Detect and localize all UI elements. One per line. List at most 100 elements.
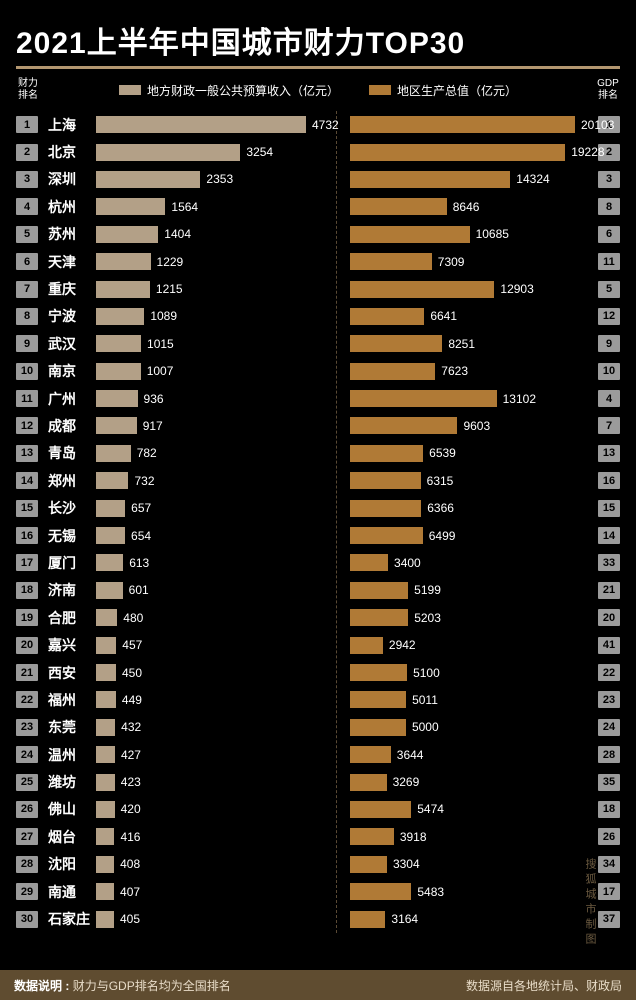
revenue-bar: 4732 [96,116,306,133]
revenue-value: 1229 [157,255,184,269]
revenue-bar: 420 [96,801,115,818]
revenue-value: 601 [129,583,149,597]
gdp-value: 3918 [400,830,427,844]
fiscal-rank-badge: 1 [16,116,38,133]
revenue-value: 420 [121,802,141,816]
fiscal-rank-badge: 2 [16,144,38,161]
revenue-bar: 613 [96,554,123,571]
revenue-value: 432 [121,720,141,734]
gdp-rank-badge: 4 [598,390,620,407]
city-name: 温州 [48,745,96,765]
table-row: 14郑州732631516 [16,467,620,494]
revenue-bar: 1015 [96,335,141,352]
table-row: 1上海4732201031 [16,111,620,138]
revenue-value: 732 [134,474,154,488]
table-row: 23东莞432500024 [16,714,620,741]
revenue-value: 449 [122,693,142,707]
table-row: 30石家庄405316437 [16,905,620,932]
legend: 地方财政一般公共预算收入（亿元） 地区生产总值（亿元） [42,82,594,99]
city-name: 福州 [48,690,96,710]
table-row: 26佛山420547418 [16,796,620,823]
gdp-rank-badge: 22 [598,664,620,681]
revenue-value: 423 [121,775,141,789]
gdp-rank-badge: 14 [598,527,620,544]
revenue-bar: 423 [96,774,115,791]
fiscal-rank-badge: 8 [16,308,38,325]
city-name: 青岛 [48,443,96,463]
city-name: 东莞 [48,717,96,737]
city-name: 南通 [48,882,96,902]
header-row: 财力 排名 地方财政一般公共预算收入（亿元） 地区生产总值（亿元） GDP 排名 [16,77,620,103]
gdp-bar: 5474 [350,801,411,818]
city-name: 杭州 [48,197,96,217]
gdp-bar: 5483 [350,883,411,900]
fiscal-rank-badge: 20 [16,637,38,654]
gdp-rank-badge: 20 [598,609,620,626]
table-row: 12成都91796037 [16,412,620,439]
revenue-bar: 1564 [96,198,165,215]
gdp-bar: 3304 [350,856,387,873]
revenue-value: 1089 [150,309,177,323]
revenue-value: 654 [131,529,151,543]
revenue-value: 408 [120,857,140,871]
city-name: 嘉兴 [48,635,96,655]
revenue-value: 405 [120,912,140,926]
gdp-value: 14324 [516,172,549,186]
rank-label-left: 财力 排名 [16,78,40,102]
gdp-value: 7623 [441,364,468,378]
title-underline [16,66,620,69]
gdp-value: 6539 [429,446,456,460]
table-row: 17厦门613340033 [16,549,620,576]
city-name: 潍坊 [48,772,96,792]
gdp-value: 5000 [412,720,439,734]
gdp-bar: 6539 [350,445,423,462]
legend-label-gdp: 地区生产总值（亿元） [397,82,517,99]
gdp-rank-badge: 37 [598,911,620,928]
gdp-bar: 6315 [350,472,421,489]
city-name: 沈阳 [48,854,96,874]
table-row: 16无锡654649914 [16,522,620,549]
gdp-value: 19228 [571,145,604,159]
table-row: 19合肥480520320 [16,604,620,631]
revenue-bar: 416 [96,828,114,845]
gdp-value: 5100 [413,666,440,680]
fiscal-rank-badge: 21 [16,664,38,681]
gdp-value: 2942 [389,638,416,652]
revenue-value: 450 [122,666,142,680]
fiscal-rank-badge: 30 [16,911,38,928]
revenue-bar: 480 [96,609,117,626]
gdp-bar: 12903 [350,281,494,298]
table-row: 9武汉101582519 [16,330,620,357]
legend-label-revenue: 地方财政一般公共预算收入（亿元） [147,82,339,99]
table-row: 20嘉兴457294241 [16,631,620,658]
city-name: 北京 [48,142,96,162]
gdp-rank-badge: 28 [598,746,620,763]
gdp-value: 10685 [476,227,509,241]
revenue-bar: 2353 [96,171,200,188]
fiscal-rank-badge: 5 [16,226,38,243]
gdp-value: 3400 [394,556,421,570]
legend-swatch-revenue [119,85,141,95]
city-name: 烟台 [48,827,96,847]
gdp-value: 5203 [414,611,441,625]
revenue-value: 3254 [246,145,273,159]
revenue-bar: 450 [96,664,116,681]
gdp-value: 6366 [427,501,454,515]
gdp-bar: 20103 [350,116,575,133]
gdp-rank-badge: 5 [598,281,620,298]
table-row: 10南京1007762310 [16,358,620,385]
revenue-value: 1007 [147,364,174,378]
footer-right-text: 数据源自各地统计局、财政局 [466,977,622,994]
gdp-bar: 5199 [350,582,408,599]
table-row: 11广州936131024 [16,385,620,412]
revenue-bar: 427 [96,746,115,763]
gdp-rank-badge: 9 [598,335,620,352]
legend-swatch-gdp [369,85,391,95]
gdp-value: 3269 [393,775,420,789]
revenue-bar: 408 [96,856,114,873]
fiscal-rank-badge: 7 [16,281,38,298]
gdp-bar: 3400 [350,554,388,571]
gdp-rank-badge: 26 [598,828,620,845]
revenue-value: 657 [131,501,151,515]
gdp-value: 12903 [500,282,533,296]
